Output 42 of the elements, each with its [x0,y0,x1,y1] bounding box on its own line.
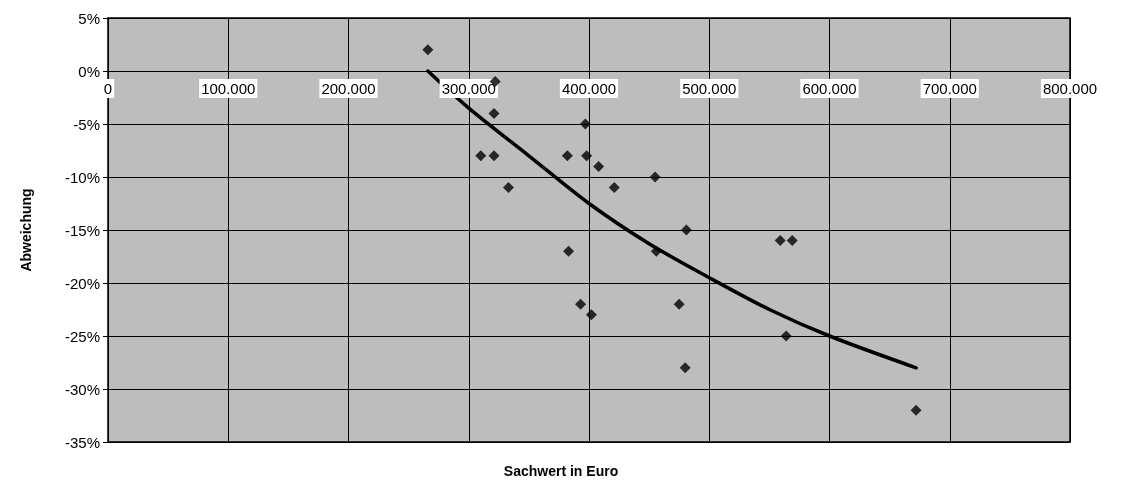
x-tick-label: 700.000 [922,80,977,97]
point [910,404,922,416]
y-tick-label: -15% [64,221,100,239]
y-tick-label: -30% [64,380,100,398]
point [475,150,487,162]
x-tick-label: 800.000 [1042,80,1098,97]
point [774,235,786,247]
point [786,235,798,247]
point [579,118,591,130]
x-tick-label: 400.000 [561,80,617,97]
x-axis-title: Sachwert in Euro [503,463,619,479]
y-tick-label: -20% [64,274,100,292]
y-tick-label: 5% [78,9,100,27]
point [488,150,500,162]
y-tick-label: -10% [64,168,100,186]
point [679,362,691,374]
x-tick-label: 0 [103,80,113,97]
point [680,224,692,236]
x-tick-label: 300.000 [441,80,496,97]
y-tick-label: -35% [64,433,100,451]
point [593,160,605,172]
x-tick-label: 600.000 [802,80,857,97]
y-tick-label: 0% [78,62,100,80]
y-tick-label: -5% [73,115,100,133]
point [488,107,500,119]
point [780,330,792,342]
point [649,171,661,183]
point [502,182,514,194]
point [608,182,620,194]
y-tick-label: -25% [64,327,100,345]
x-tick-label: 200.000 [321,80,376,97]
point [422,44,434,56]
x-tick-label: 500.000 [682,80,737,97]
point [563,245,575,257]
point [673,298,685,310]
point [585,309,597,321]
point [581,150,593,162]
x-tick-label: 100.000 [201,80,256,97]
y-axis-title: Abweichung [18,188,34,272]
point [650,245,662,257]
point [575,298,587,310]
point [561,150,573,162]
